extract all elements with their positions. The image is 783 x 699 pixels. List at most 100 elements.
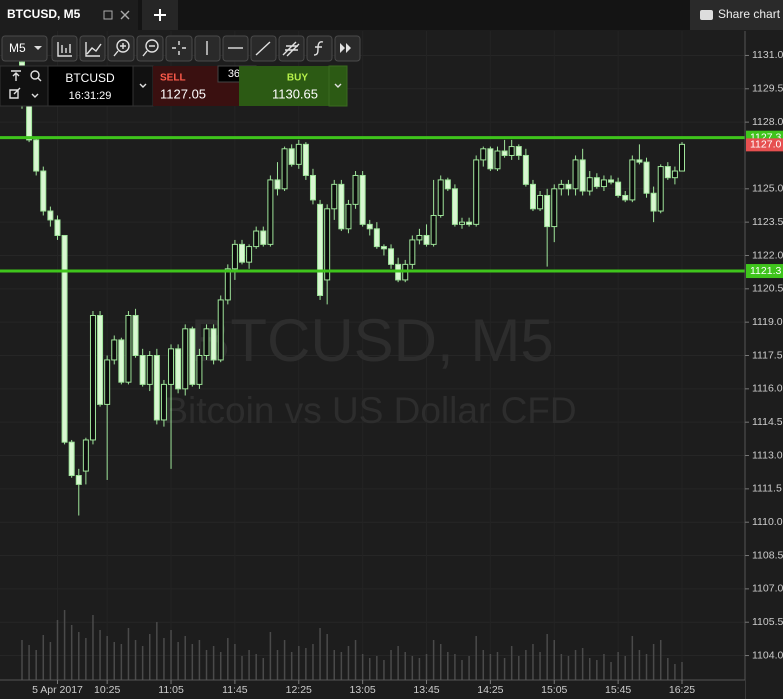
volume-bar — [439, 644, 442, 680]
volume-bar — [404, 652, 406, 680]
tab-layout-icon[interactable] — [103, 10, 113, 20]
volume-bar — [198, 640, 201, 680]
candle-body — [182, 328, 189, 390]
volume-bar — [553, 640, 556, 680]
interval-button[interactable] — [1, 35, 48, 62]
candle-body — [295, 143, 302, 165]
volume-bar — [447, 652, 449, 680]
candle-body — [608, 179, 615, 183]
symbol: BTCUSD — [65, 71, 115, 85]
volume-bar — [21, 640, 23, 680]
open-icon[interactable] — [9, 87, 21, 99]
chevron[interactable] — [139, 83, 147, 88]
watermark-title: BTCUSD, M5 — [190, 307, 553, 374]
y-tick-label: 1107.0 — [752, 583, 783, 595]
plot: BTCUSD, M5 Bitcoin vs US Dollar CFD 1131.0… — [0, 31, 783, 699]
candle-body — [317, 203, 324, 296]
candle-body — [373, 228, 380, 248]
tool-button[interactable] — [51, 35, 78, 62]
volume-bar — [645, 654, 648, 680]
candle-body — [615, 181, 622, 196]
volume-bar — [674, 664, 676, 680]
volume-bar — [532, 644, 534, 680]
candle-body — [246, 246, 253, 263]
candle-body — [302, 143, 309, 176]
volume-bar — [49, 642, 52, 680]
y-tick-label: 1104.0 — [752, 649, 783, 661]
candle-body — [501, 150, 508, 156]
volume-bar — [539, 652, 541, 680]
x-tick-label: 11:45 — [222, 684, 248, 696]
channel-button[interactable] — [278, 35, 305, 62]
tool-icon — [172, 41, 186, 55]
x-tick-label: 15:05 — [541, 684, 567, 696]
volume-bar — [503, 658, 506, 680]
volume-bar — [510, 646, 513, 680]
y-tick-label: 1111.5 — [752, 483, 782, 495]
volume-bar — [163, 638, 165, 680]
volume-bar — [347, 646, 350, 680]
x-tick-label: 16:25 — [669, 684, 695, 696]
candle-body — [309, 174, 316, 201]
candle-body — [480, 148, 487, 161]
candle-body — [622, 194, 629, 201]
tool-icon — [57, 42, 72, 57]
volume-bar — [489, 654, 492, 680]
candle-body — [26, 103, 33, 141]
crosshair-button[interactable] — [165, 35, 193, 62]
candle-body — [565, 183, 572, 190]
candle-body — [111, 339, 118, 361]
candle-body — [586, 177, 593, 192]
volume-bar — [276, 650, 279, 680]
volume-bar — [120, 644, 123, 680]
y-tick-label: 1120.5 — [752, 283, 783, 295]
candle-body — [636, 159, 643, 163]
candle-body — [664, 166, 671, 179]
candle-body — [253, 230, 260, 248]
volume-bar — [63, 610, 66, 680]
candle-body — [217, 299, 224, 361]
search-icon[interactable] — [30, 70, 40, 80]
volume-bar — [376, 656, 378, 680]
candle-body — [466, 221, 473, 225]
candle-body — [75, 475, 82, 485]
buy-button[interactable] — [239, 66, 329, 106]
candle-body — [522, 154, 529, 185]
candle-body — [380, 246, 387, 250]
y-tick-label: 1116.0 — [752, 383, 783, 395]
y-tick-label: 1105.5 — [752, 616, 783, 628]
candle-body — [444, 179, 451, 190]
chart-tab[interactable] — [0, 0, 138, 30]
candle-body — [89, 314, 96, 441]
x-tick-label: 12:25 — [286, 684, 312, 696]
volume-bar — [262, 658, 265, 680]
indicator-button[interactable] — [306, 35, 333, 62]
volume-bar — [170, 630, 172, 680]
candle-body — [529, 183, 536, 210]
volume-bar — [340, 652, 343, 680]
tab-close-icon[interactable] — [120, 10, 130, 20]
candle-body — [224, 268, 231, 301]
candle-body — [231, 243, 238, 270]
candle-body — [593, 177, 600, 188]
candle-body — [671, 170, 678, 179]
candle-body — [196, 355, 203, 385]
candle-body — [388, 248, 395, 265]
candle-body — [132, 314, 139, 357]
volume-bar — [432, 640, 435, 680]
y-tick-label: 1129.5 — [752, 83, 783, 95]
volume-bar — [610, 662, 612, 680]
candle-body — [430, 214, 437, 245]
volume-bar — [42, 635, 45, 680]
y-tick-label: 1117.5 — [752, 349, 783, 361]
chevron[interactable] — [31, 93, 39, 98]
chevron[interactable] — [334, 83, 342, 88]
volume-bar — [28, 645, 30, 680]
y-tick-label: 1113.0 — [752, 449, 783, 461]
volume-bar — [234, 644, 236, 680]
volume-bar — [425, 654, 428, 680]
y-tick-label: 1131.0 — [752, 49, 783, 61]
tool-icon — [340, 43, 351, 53]
collapse-icon[interactable] — [11, 70, 21, 81]
